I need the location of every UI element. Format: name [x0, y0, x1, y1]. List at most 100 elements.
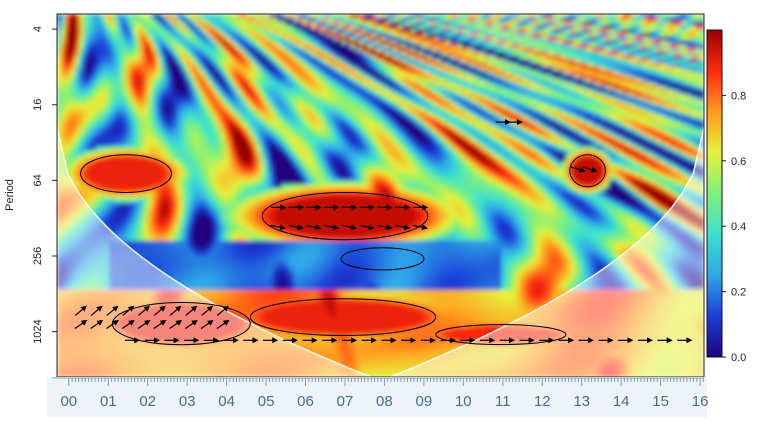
heatmap-cell [251, 104, 257, 110]
heatmap-cell [406, 119, 412, 125]
heatmap-cell [220, 135, 226, 140]
heatmap-cell [195, 63, 200, 68]
heatmap-cell [289, 97, 295, 102]
heatmap-cell [471, 40, 476, 45]
heatmap-cell [492, 48, 498, 53]
heatmap-cell [220, 36, 226, 42]
heatmap-cell [393, 63, 399, 68]
heatmap-cell [164, 21, 170, 26]
heatmap-cell [272, 44, 278, 49]
heatmap-cell [634, 29, 640, 34]
heatmap-cell [686, 63, 692, 68]
heatmap-cell [397, 123, 403, 129]
heatmap-cell [678, 14, 684, 19]
heatmap-cell [496, 48, 502, 53]
heatmap-cell [164, 66, 170, 72]
heatmap-cell [583, 32, 589, 38]
heatmap-cell [363, 32, 369, 38]
heatmap-cell [138, 14, 144, 19]
heatmap-cell [182, 29, 187, 34]
heatmap-cell [264, 36, 269, 42]
heatmap-cell [682, 14, 688, 19]
heatmap-cell [647, 93, 653, 98]
heatmap-cell [69, 55, 75, 60]
heatmap-cell [134, 85, 140, 91]
heatmap-cell [553, 17, 558, 23]
heatmap-cell [212, 66, 218, 72]
heatmap-cell [298, 112, 304, 117]
heatmap-cell [358, 119, 364, 125]
heatmap-cell [574, 21, 580, 26]
heatmap-cell [328, 55, 334, 60]
heatmap-cell [87, 29, 93, 34]
heatmap-cell [190, 85, 196, 91]
heatmap-cell [82, 82, 88, 87]
heatmap-cell [78, 55, 84, 60]
heatmap-cell [82, 32, 88, 38]
heatmap-cell [333, 36, 338, 42]
heatmap-cell [660, 40, 666, 45]
heatmap-cell [259, 89, 265, 95]
heatmap-cell [432, 44, 438, 49]
heatmap-cell [415, 112, 420, 117]
heatmap-cell [691, 40, 696, 45]
heatmap-cell [691, 44, 696, 49]
heatmap-cell [402, 63, 407, 68]
heatmap-cell [220, 29, 226, 34]
heatmap-cell [78, 93, 84, 98]
heatmap-cell [203, 66, 209, 72]
heatmap-cell [199, 44, 205, 49]
heatmap-cell [665, 66, 671, 72]
heatmap-cell [639, 100, 645, 106]
heatmap-cell [61, 70, 67, 76]
heatmap-cell [587, 119, 593, 125]
heatmap-cell [151, 21, 157, 26]
heatmap-cell [380, 55, 386, 60]
heatmap-cell [613, 74, 619, 79]
heatmap-cell [596, 63, 602, 68]
heatmap-cell [216, 93, 222, 98]
heatmap-cell [259, 44, 265, 49]
heatmap-cell [505, 131, 511, 136]
heatmap-cell [397, 14, 403, 19]
heatmap-cell [61, 119, 67, 125]
heatmap-cell [285, 55, 291, 60]
heatmap-cell [65, 74, 71, 79]
heatmap-cell [509, 100, 515, 106]
heatmap-cell [251, 108, 257, 113]
heatmap-cell [113, 112, 118, 117]
heatmap-cell [151, 44, 157, 49]
heatmap-cell [509, 40, 515, 45]
heatmap-cell [393, 108, 399, 113]
heatmap-cell [596, 40, 602, 45]
heatmap-cell [583, 116, 589, 121]
heatmap-cell [643, 93, 649, 98]
heatmap-cell [350, 25, 356, 30]
heatmap-cell [505, 14, 511, 19]
heatmap-cell [358, 29, 364, 34]
heatmap-cell [195, 100, 200, 106]
heatmap-cell [682, 74, 688, 79]
heatmap-cell [57, 116, 62, 121]
heatmap-cell [647, 74, 653, 79]
heatmap-cell [419, 104, 425, 110]
heatmap-cell [561, 82, 567, 87]
heatmap-cell [100, 138, 106, 144]
heatmap-cell [345, 14, 351, 19]
heatmap-cell [371, 112, 377, 117]
heatmap-cell [384, 78, 390, 83]
heatmap-cell [151, 131, 157, 136]
heatmap-cell [591, 119, 597, 125]
heatmap-cell [160, 21, 166, 26]
heatmap-cell [466, 93, 472, 98]
heatmap-cell [540, 119, 545, 125]
heatmap-cell [665, 29, 671, 34]
heatmap-cell [238, 51, 244, 57]
heatmap-cell [565, 32, 571, 38]
heatmap-cell [643, 108, 649, 113]
heatmap-cell [259, 78, 265, 83]
heatmap-cell [91, 51, 97, 57]
heatmap-cell [419, 59, 425, 64]
heatmap-cell [565, 14, 571, 19]
heatmap-cell [535, 36, 541, 42]
